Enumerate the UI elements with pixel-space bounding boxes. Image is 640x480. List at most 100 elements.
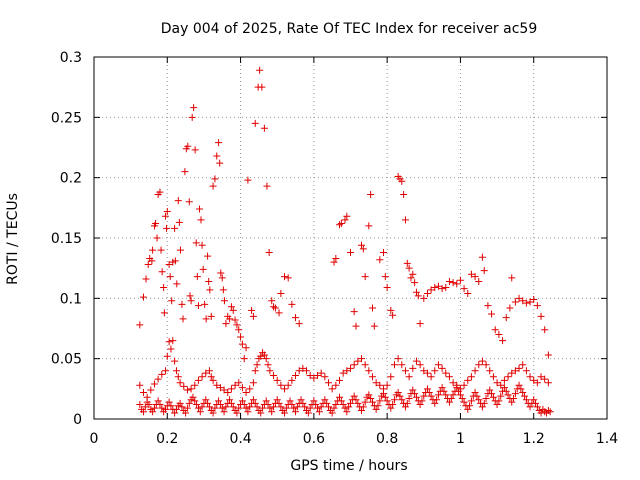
data-point xyxy=(242,344,250,352)
data-point xyxy=(420,392,428,400)
data-point xyxy=(434,391,442,399)
data-point xyxy=(488,310,496,318)
data-point xyxy=(411,390,419,398)
data-point xyxy=(511,298,519,306)
data-point xyxy=(502,314,510,322)
data-point xyxy=(493,379,501,387)
data-point xyxy=(227,399,235,407)
data-point xyxy=(464,290,472,298)
data-point xyxy=(502,387,510,395)
data-point xyxy=(337,397,345,405)
data-point xyxy=(387,306,395,314)
data-point xyxy=(229,306,237,314)
data-point xyxy=(184,142,192,150)
x-tick-label: 1.2 xyxy=(523,431,545,447)
data-point xyxy=(246,385,254,393)
data-point xyxy=(345,403,353,411)
data-point xyxy=(343,367,351,375)
data-point xyxy=(179,315,187,323)
y-tick-label: 0.25 xyxy=(51,110,82,126)
data-point xyxy=(270,372,278,380)
data-point xyxy=(284,381,292,389)
data-point xyxy=(390,361,398,369)
data-point xyxy=(347,364,354,372)
data-point xyxy=(218,404,226,412)
data-point xyxy=(158,404,166,412)
data-point xyxy=(299,399,307,407)
data-point xyxy=(401,403,409,411)
data-point xyxy=(244,176,252,184)
x-tick-label: 0.4 xyxy=(229,431,251,447)
data-point xyxy=(198,403,206,411)
data-point xyxy=(183,386,191,394)
data-point xyxy=(238,397,246,405)
data-point xyxy=(251,119,259,127)
data-point xyxy=(211,175,219,183)
data-point xyxy=(475,396,483,404)
data-point xyxy=(510,394,518,402)
data-point xyxy=(292,372,300,380)
data-point xyxy=(175,218,183,226)
data-point xyxy=(367,191,375,199)
data-point xyxy=(258,83,266,91)
data-point xyxy=(409,270,417,278)
data-point xyxy=(405,264,413,272)
data-point xyxy=(403,399,411,407)
data-point xyxy=(277,290,285,298)
data-point xyxy=(270,403,278,411)
data-point xyxy=(354,399,362,407)
data-point xyxy=(508,398,516,406)
data-point xyxy=(136,381,144,389)
data-point xyxy=(405,373,413,381)
data-point xyxy=(482,361,490,369)
data-point xyxy=(158,370,166,378)
data-point xyxy=(288,300,296,308)
data-point xyxy=(286,397,294,405)
data-point xyxy=(282,404,290,412)
data-point xyxy=(522,299,530,307)
data-point xyxy=(288,376,296,384)
data-point xyxy=(246,403,254,411)
data-point xyxy=(376,397,384,405)
data-point xyxy=(497,381,505,389)
data-point xyxy=(354,357,362,365)
data-point xyxy=(189,393,197,401)
data-point xyxy=(284,274,292,282)
data-point xyxy=(171,409,179,417)
data-point xyxy=(168,297,176,305)
data-point xyxy=(158,268,166,276)
data-point xyxy=(265,248,273,256)
data-point xyxy=(456,276,464,284)
data-point xyxy=(453,280,461,288)
data-point xyxy=(249,379,257,387)
x-tick-label: 0.8 xyxy=(376,431,398,447)
data-point xyxy=(544,379,552,387)
data-point xyxy=(314,404,322,412)
data-point xyxy=(449,279,457,287)
data-point xyxy=(206,286,214,294)
data-point xyxy=(398,361,406,369)
data-point xyxy=(275,399,283,407)
data-point xyxy=(515,364,523,372)
data-point xyxy=(153,234,161,242)
data-point xyxy=(281,409,289,417)
data-point xyxy=(433,396,441,404)
data-point xyxy=(387,373,395,381)
data-point xyxy=(227,385,235,393)
data-point xyxy=(394,355,402,363)
data-point xyxy=(389,401,397,409)
data-point xyxy=(396,392,404,400)
data-point xyxy=(317,369,325,377)
data-point xyxy=(142,275,150,283)
data-point xyxy=(321,396,329,404)
data-point xyxy=(191,397,199,405)
data-point xyxy=(423,290,431,298)
data-point xyxy=(209,376,217,384)
data-point xyxy=(163,207,171,215)
data-point xyxy=(202,396,210,404)
data-point xyxy=(546,408,554,416)
data-point xyxy=(361,361,369,369)
data-point xyxy=(226,396,234,404)
data-point xyxy=(281,385,289,393)
data-point xyxy=(306,404,314,412)
